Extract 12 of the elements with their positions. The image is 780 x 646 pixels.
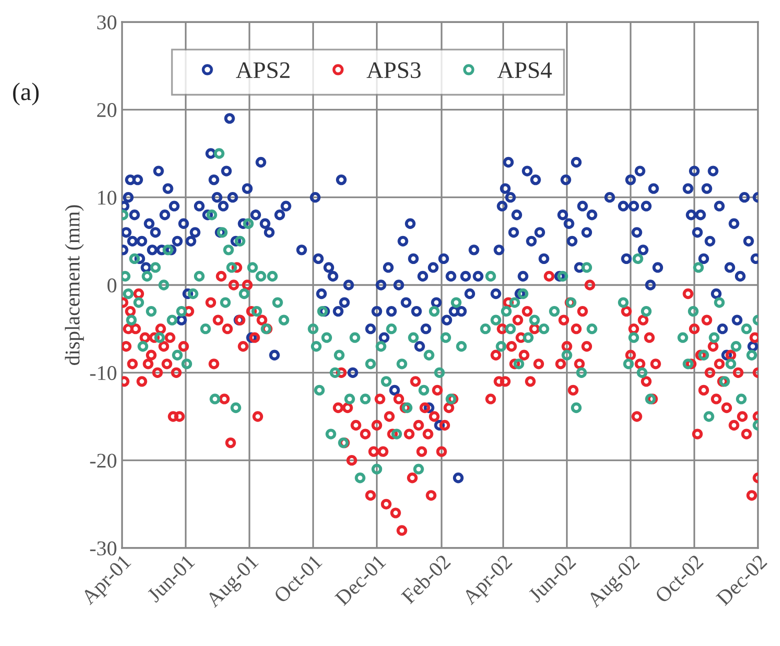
- y-tick-label: -20: [90, 454, 116, 468]
- y-tick-label: 0: [108, 278, 116, 292]
- y-tick-label: -10: [90, 366, 116, 380]
- y-axis-title: displacement (mm): [64, 205, 84, 365]
- text: (a): [13, 82, 39, 106]
- y-tick-label: 10: [98, 190, 116, 205]
- y-tick-label: 30: [97, 15, 116, 30]
- legend-label: APS2: [236, 62, 290, 78]
- legend-label: APS3: [366, 62, 421, 78]
- y-tick-label: -30: [90, 541, 116, 556]
- legend-label: APS4: [497, 62, 552, 78]
- y-tick-label: 20: [97, 103, 116, 118]
